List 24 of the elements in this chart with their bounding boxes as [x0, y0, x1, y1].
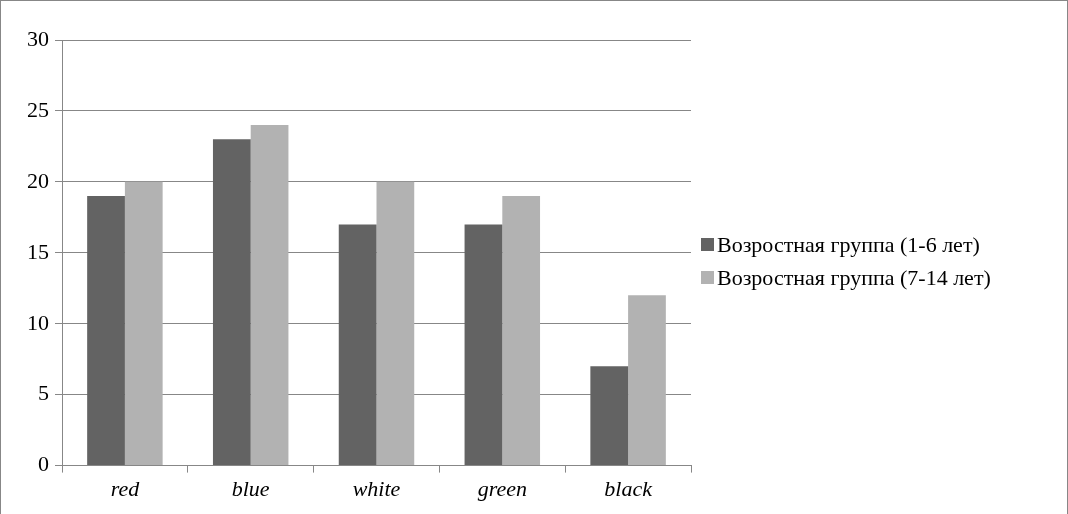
x-tick-label: black	[604, 475, 654, 501]
bar	[628, 295, 666, 466]
y-tick-label: 10	[27, 309, 49, 335]
bar	[376, 181, 415, 466]
x-tick-label: green	[477, 475, 527, 501]
y-tick-label: 20	[27, 167, 49, 193]
x-tick-label: white	[352, 475, 401, 501]
bar	[250, 125, 289, 466]
bar	[124, 181, 163, 466]
x-tick-label: red	[110, 475, 141, 501]
y-tick-label: 25	[27, 96, 49, 122]
y-tick-label: 0	[38, 451, 49, 477]
legend-label: Возростная группа (1-6 лет)	[717, 231, 980, 258]
bar	[464, 224, 503, 466]
y-tick-label: 30	[27, 25, 49, 51]
bar	[590, 366, 629, 466]
bar	[502, 196, 541, 466]
y-tick-label: 15	[27, 238, 49, 264]
x-tick-label: blue	[231, 475, 270, 501]
bar	[87, 196, 125, 466]
bar	[212, 139, 251, 466]
y-tick-label: 5	[38, 380, 49, 406]
legend-label: Возростная группа (7-14 лет)	[717, 264, 991, 291]
bar	[338, 224, 377, 466]
